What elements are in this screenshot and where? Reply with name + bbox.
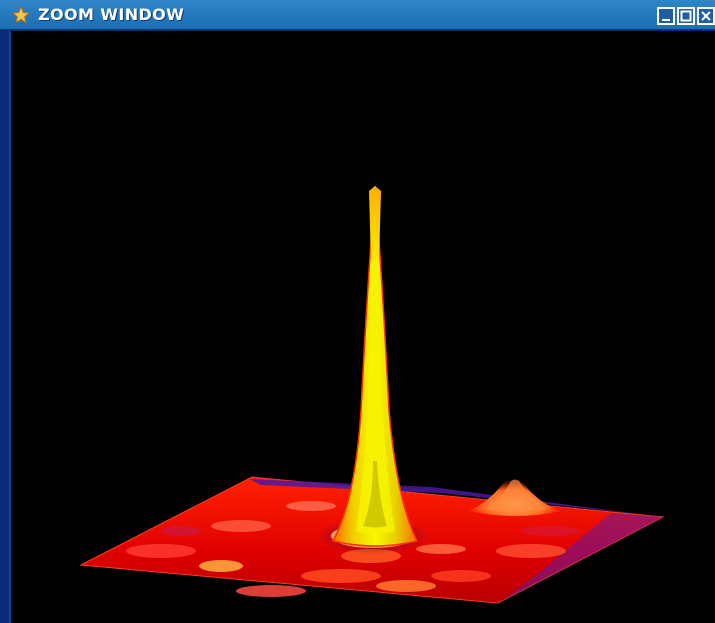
close-icon [701, 11, 711, 21]
zoom-viewport[interactable] [9, 31, 715, 623]
minimize-icon [662, 19, 670, 21]
main-peak [331, 185, 419, 547]
surface-plot[interactable] [11, 31, 715, 623]
star-icon [10, 4, 32, 26]
window-title: ZOOM WINDOW [38, 5, 185, 24]
maximize-icon [680, 10, 692, 22]
surface-edge-right [498, 513, 663, 603]
minimize-button[interactable] [657, 7, 675, 25]
secondary-peak [469, 476, 561, 516]
maximize-button[interactable] [677, 7, 695, 25]
title-bar[interactable]: ZOOM WINDOW [0, 0, 715, 30]
window-controls [657, 7, 715, 25]
close-button[interactable] [697, 7, 715, 25]
